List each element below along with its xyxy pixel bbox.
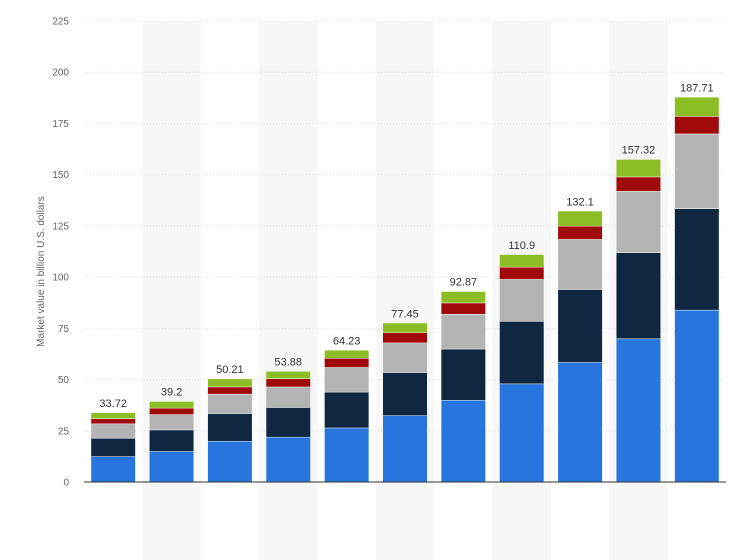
bar-segment <box>558 239 603 290</box>
bar-segment <box>91 412 136 419</box>
bar-segment <box>266 386 311 408</box>
bar-segment <box>149 429 194 452</box>
bar-segment <box>383 415 427 482</box>
y-tick-label: 100 <box>52 273 69 284</box>
bar-total-label: 110.9 <box>508 240 535 252</box>
bar-segment <box>207 413 252 442</box>
bar-segment <box>558 225 603 240</box>
y-tick-label: 225 <box>52 17 69 28</box>
bar-segment <box>674 133 719 209</box>
total-labels: 33.72 39.2 50.21 53.88 64.23 77.45 92.87 110.9 1… <box>99 82 713 410</box>
bar-segment <box>266 371 311 379</box>
bar-segment <box>441 302 486 314</box>
bar-segment <box>91 456 136 482</box>
bar-segment <box>266 407 311 437</box>
bar-segment <box>324 350 369 359</box>
bar-total-label: 77.45 <box>391 308 419 320</box>
y-tick-label: 25 <box>58 426 70 437</box>
bar-total-label: 92.87 <box>450 277 478 289</box>
bar-segment <box>674 97 719 117</box>
bar-segment <box>616 252 661 339</box>
y-axis-ticks: 0 25 50 75 100 125 150 175 200 225 <box>52 17 69 489</box>
bar-segment <box>499 321 544 384</box>
bar-segment <box>207 441 252 482</box>
bar-total-label: 50.21 <box>216 364 244 376</box>
bar-segment <box>441 291 486 303</box>
bar-segment <box>149 401 194 408</box>
bar-segment <box>266 436 311 482</box>
y-tick-label: 125 <box>52 221 69 232</box>
bar-segment <box>266 378 311 387</box>
bar-segment <box>558 211 603 226</box>
bar-segment <box>499 254 544 267</box>
bar-segment <box>91 418 136 424</box>
bar-segment <box>558 289 603 363</box>
bar-segment <box>207 386 252 394</box>
bars <box>91 97 719 482</box>
y-tick-label: 0 <box>63 478 69 489</box>
bar-segment <box>674 309 719 482</box>
bar-segment <box>616 176 661 192</box>
y-tick-label: 75 <box>58 324 70 335</box>
bar-segment <box>674 208 719 310</box>
bar-segment <box>149 414 194 430</box>
bar-segment <box>558 362 603 482</box>
bar-segment <box>383 342 427 373</box>
bar-segment <box>324 358 369 368</box>
bar-segment <box>499 266 544 280</box>
bar-total-label: 39.2 <box>161 387 182 399</box>
y-tick-label: 50 <box>58 375 70 386</box>
bar-total-label: 132.1 <box>566 196 594 208</box>
bar-total-label: 187.71 <box>680 82 714 94</box>
bar-segment <box>674 116 719 134</box>
bar-segment <box>324 427 369 482</box>
bar-segment <box>207 393 252 414</box>
bar-total-label: 157.32 <box>622 145 656 157</box>
bar-segment <box>616 338 661 482</box>
bar-segment <box>499 383 544 482</box>
bar-segment <box>441 348 486 401</box>
y-tick-label: 200 <box>52 68 69 79</box>
bar-segment <box>616 191 661 253</box>
bar-segment <box>91 423 136 438</box>
y-axis-title: Market value in billion U.S. dollars <box>36 196 47 347</box>
bar-segment <box>149 407 194 415</box>
y-tick-label: 150 <box>52 170 69 181</box>
bar-segment <box>207 379 252 387</box>
bar-segment <box>383 372 427 416</box>
bar-segment <box>383 332 427 343</box>
bar-segment <box>383 323 427 333</box>
bar-segment <box>91 437 136 457</box>
bar-segment <box>441 400 486 482</box>
y-tick-label: 175 <box>52 119 69 130</box>
bar-total-label: 53.88 <box>275 357 303 369</box>
bar-segment <box>441 313 486 349</box>
bar-total-label: 64.23 <box>333 335 361 347</box>
bar-total-label: 33.72 <box>99 398 127 410</box>
bar-segment <box>499 279 544 322</box>
bar-segment <box>324 391 369 428</box>
bar-segment <box>616 159 661 177</box>
bar-segment <box>324 367 369 392</box>
bar-segment <box>149 451 194 482</box>
